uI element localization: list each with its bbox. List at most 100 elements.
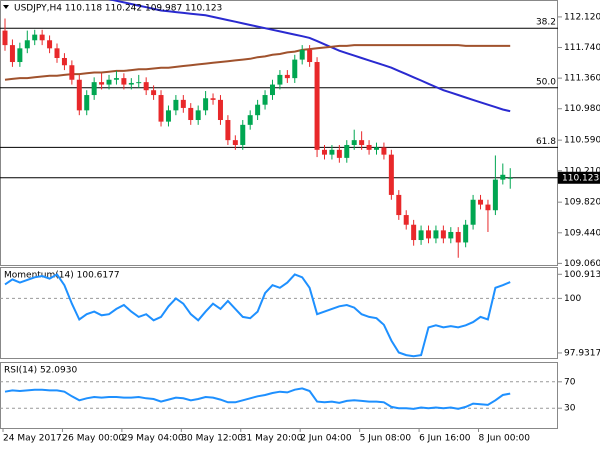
candle-body [388, 154, 394, 195]
candle-body [84, 95, 90, 111]
x-tick-label: 29 May 04:00 [122, 434, 184, 444]
candle-body [396, 194, 402, 216]
candle-body [470, 199, 476, 225]
candle-body [329, 149, 335, 155]
candle-body [158, 95, 164, 122]
price-box-label: 110.123 [562, 173, 599, 183]
candle-body [173, 99, 179, 111]
candle-body [76, 79, 82, 111]
momentum-frame [0, 267, 558, 359]
y-tick-label: 111.360 [564, 74, 600, 84]
candle-body [255, 104, 261, 116]
indicator-title: Momentum(14) 100.6177 [4, 271, 120, 281]
candle-body [500, 174, 506, 180]
candle-body [9, 45, 15, 63]
candle-body [151, 90, 157, 96]
candle-body [262, 95, 268, 105]
candle-body [411, 224, 417, 241]
candle-body [292, 59, 298, 79]
candle-body [336, 149, 342, 158]
candle-body [121, 78, 127, 85]
candle-body [54, 48, 60, 58]
candle-body [240, 124, 246, 145]
candle-body [39, 34, 45, 41]
candle-body [284, 74, 290, 79]
candle-body [188, 107, 194, 121]
candle-body [217, 99, 223, 121]
y-tick-label: 110.210 [564, 166, 600, 176]
candle-body [426, 230, 432, 239]
candle-body [374, 147, 379, 150]
price-panel [0, 0, 558, 258]
candle-body [366, 144, 372, 150]
candle-body [359, 140, 365, 145]
y-tick-label: 110.590 [564, 136, 600, 146]
fib-label: 38.2 [536, 18, 556, 28]
candle-body [180, 99, 186, 108]
candle-body [344, 144, 350, 158]
candle-body [32, 34, 38, 41]
y-tick-label: 100.9137 [564, 270, 600, 280]
candle-body [381, 147, 387, 155]
candle-body [492, 179, 498, 211]
candle-body [277, 74, 283, 85]
candle-body [418, 230, 424, 241]
moving-average [4, 44, 511, 81]
candle-body [232, 140, 238, 145]
candle-body [2, 30, 8, 46]
y-tick-label: 109.060 [564, 259, 600, 269]
rsi-frame [0, 362, 558, 429]
candle-body [143, 82, 149, 91]
indicator-line [4, 273, 511, 358]
fib-label: 50.0 [536, 77, 556, 87]
candle-body [299, 49, 305, 60]
candle-body [203, 98, 209, 111]
x-tick-label: 6 Jun 16:00 [419, 434, 471, 444]
candle-body [314, 62, 320, 150]
candle-body [455, 231, 461, 243]
candle-body [47, 40, 53, 49]
candle-body [440, 230, 446, 239]
indicator-title: RSI(14) 52.0930 [4, 366, 77, 376]
y-tick-label: 97.9317 [564, 348, 600, 358]
main-frame [0, 0, 558, 266]
candle-body [106, 79, 112, 85]
candle-body [136, 82, 142, 84]
candle-body [478, 199, 484, 205]
indicator-line [4, 387, 511, 410]
candle-body [403, 215, 409, 225]
candle-body [113, 78, 119, 80]
candle-body [485, 204, 491, 211]
y-tick-label: 109.820 [564, 198, 600, 208]
candle-body [321, 149, 327, 155]
x-tick-label: 30 May 12:00 [181, 434, 243, 444]
overlay: USDJPY,H4 110.118 110.242 109.987 110.12… [0, 4, 600, 444]
candle-body [69, 65, 75, 80]
moving-average [107, 0, 511, 113]
y-tick-label: 100 [564, 294, 581, 304]
y-tick-label: 110.980 [564, 104, 600, 114]
candle-body [61, 57, 67, 66]
candle-body [195, 110, 201, 121]
x-tick-label: 24 May 2017 [3, 434, 62, 444]
y-tick-label: 111.740 [564, 43, 600, 53]
fib-label: 61.8 [536, 137, 556, 147]
candle-body [247, 115, 253, 125]
candle-body [269, 84, 275, 96]
candle-body [307, 49, 313, 63]
chart-title: USDJPY,H4 110.118 110.242 109.987 110.12… [14, 4, 222, 14]
y-tick-label: 70 [564, 377, 576, 387]
candle-body [433, 230, 439, 239]
x-tick-label: 8 Jun 00:00 [479, 434, 531, 444]
candle-body [17, 48, 23, 63]
x-tick-label: 26 May 00:00 [62, 434, 124, 444]
candle-body [210, 98, 216, 100]
candle-body [225, 120, 231, 141]
x-tick-label: 2 Jun 04:00 [300, 434, 352, 444]
candle-body [507, 177, 513, 179]
x-tick-label: 5 Jun 08:00 [360, 434, 412, 444]
candle-body [448, 231, 454, 239]
candle-body [128, 82, 134, 85]
